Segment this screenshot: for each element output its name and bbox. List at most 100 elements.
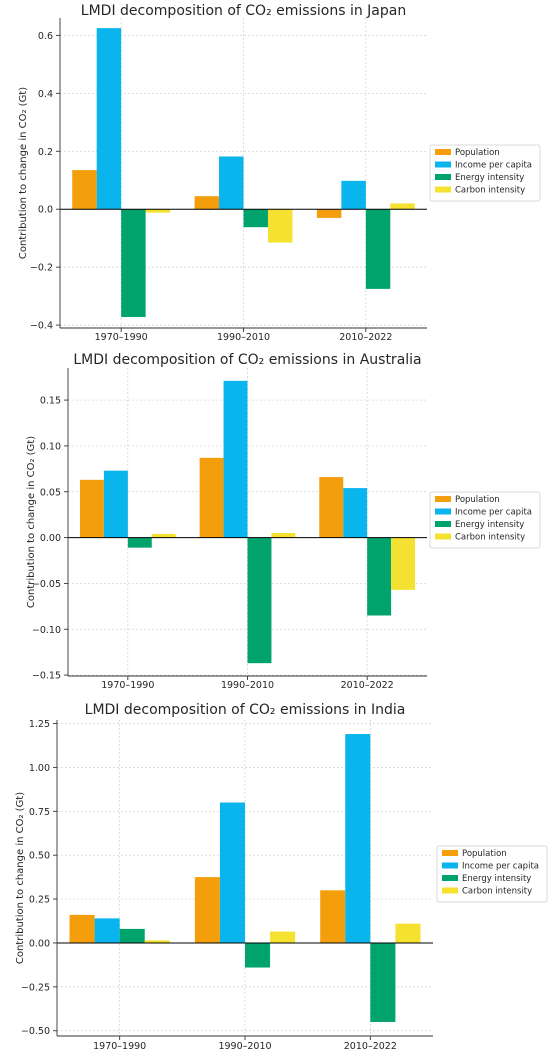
legend-box xyxy=(429,491,541,549)
legend: Population Income per capita Energy intens… xyxy=(429,491,541,549)
y-tick-label: −0.50 xyxy=(21,1026,50,1037)
bar-carbon-intensity-3 xyxy=(390,203,415,210)
bar-income-per-capita-3 xyxy=(345,734,371,943)
bar-population-2 xyxy=(194,196,220,210)
y-tick-label: 0.10 xyxy=(40,441,61,452)
x-tick-label: 1970–1990 xyxy=(101,680,154,690)
legend: Population Income per capita Energy intens… xyxy=(436,845,548,903)
bar-income-per-capita-2 xyxy=(223,380,248,538)
bar-population-3 xyxy=(319,477,344,538)
y-tick-label: 0.75 xyxy=(29,807,50,818)
legend: Population Income per capita Energy intens… xyxy=(429,144,541,202)
bar-carbon-intensity-2 xyxy=(270,931,296,943)
y-tick-label: −0.15 xyxy=(32,671,61,682)
chart-title: LMDI decomposition of CO₂ emissions in J… xyxy=(81,3,406,19)
y-tick-label: −0.05 xyxy=(32,579,61,590)
x-tick-label: 1970–1990 xyxy=(95,332,148,343)
australia-chart-panel: 0.15 0.10 0.05 0.00 −0.05 −0.10 −0.15 1970–1990… xyxy=(0,345,550,690)
y-tick-label: 0.15 xyxy=(40,396,61,407)
x-tick-label: 1990–2010 xyxy=(221,680,274,690)
bar-carbon-intensity-2 xyxy=(267,209,293,243)
legend-swatch-population xyxy=(442,850,458,856)
bar-income-per-capita-2 xyxy=(219,156,244,210)
bar-population-1 xyxy=(79,479,104,538)
bar-population-3 xyxy=(320,890,346,943)
bar-income-per-capita-1 xyxy=(103,470,128,538)
legend-label-carbon-intensity: Carbon intensity xyxy=(462,887,532,897)
legend-swatch-carbon-intensity xyxy=(442,887,458,894)
india-chart-svg: 1.25 1.00 0.75 0.50 0.25 0.00 −0.25 −0.50 1970–1… xyxy=(15,702,548,1052)
bar-energy-intensity-2 xyxy=(247,537,272,664)
bar-income-per-capita-3 xyxy=(343,488,368,538)
y-axis-label: Contribution to change in CO₂ (Gt) xyxy=(26,436,37,608)
legend-label-energy-intensity: Energy intensity xyxy=(455,520,524,530)
bar-energy-intensity-3 xyxy=(367,537,392,616)
y-tick-label: 1.25 xyxy=(29,719,50,730)
legend-label-income-per-capita: Income per capita xyxy=(455,508,532,518)
bar-carbon-intensity-2 xyxy=(271,533,296,538)
chart-title: LMDI decomposition of CO₂ emissions in I… xyxy=(85,702,406,718)
y-tick-label: 0.00 xyxy=(40,533,61,544)
y-axis-label: Contribution to change in CO₂ (Gt) xyxy=(15,792,26,964)
y-tick-label: 0.2 xyxy=(38,147,53,158)
japan-chart-panel: 0.6 0.4 0.2 0.0 −0.2 −0.4 1970–1990 1990–2010 20… xyxy=(0,0,550,345)
bar-energy-intensity-3 xyxy=(365,209,391,289)
y-tick-label: 0.50 xyxy=(29,851,50,862)
y-axis-label: Contribution to change in CO₂ (Gt) xyxy=(18,87,29,259)
y-tick-label: 1.00 xyxy=(29,763,50,774)
legend-label-energy-intensity: Energy intensity xyxy=(455,173,524,183)
bar-income-per-capita-1 xyxy=(96,28,122,210)
bar-carbon-intensity-1 xyxy=(151,533,176,538)
legend-label-carbon-intensity: Carbon intensity xyxy=(455,533,525,543)
legend-swatch-population xyxy=(435,496,451,502)
legend-label-carbon-intensity: Carbon intensity xyxy=(455,186,525,196)
legend-label-energy-intensity: Energy intensity xyxy=(462,874,531,884)
bar-income-per-capita-3 xyxy=(341,180,366,210)
legend-label-income-per-capita: Income per capita xyxy=(462,862,539,872)
legend-swatch-energy-intensity xyxy=(435,521,451,527)
x-tick-label: 2010–2022 xyxy=(339,332,392,343)
bar-carbon-intensity-1 xyxy=(144,940,170,943)
bar-energy-intensity-3 xyxy=(370,942,396,1022)
y-tick-label: −0.10 xyxy=(32,625,61,636)
y-tick-label: 0.25 xyxy=(29,895,50,906)
chart-title: LMDI decomposition of CO₂ emissions in A… xyxy=(73,352,421,368)
bar-population-1 xyxy=(72,170,97,210)
legend-label-population: Population xyxy=(455,148,500,158)
y-tick-label: 0.00 xyxy=(29,938,50,949)
legend-swatch-energy-intensity xyxy=(435,174,451,180)
bar-energy-intensity-2 xyxy=(245,942,271,968)
legend-swatch-income-per-capita xyxy=(435,161,451,168)
y-tick-label: 0.4 xyxy=(38,89,53,100)
x-tick-label: 1990–2010 xyxy=(217,332,270,343)
legend-swatch-income-per-capita xyxy=(435,508,451,515)
legend-label-population: Population xyxy=(462,849,507,859)
legend-box xyxy=(436,845,548,903)
y-tick-label: −0.25 xyxy=(21,982,50,993)
bar-carbon-intensity-3 xyxy=(391,537,416,590)
legend-label-income-per-capita: Income per capita xyxy=(455,161,532,171)
legend-swatch-carbon-intensity xyxy=(435,533,451,540)
legend-swatch-energy-intensity xyxy=(442,875,458,881)
bar-carbon-intensity-1 xyxy=(145,209,171,213)
y-tick-label: −0.4 xyxy=(30,321,53,332)
x-tick-label: 2010–2022 xyxy=(344,1041,397,1052)
bar-income-per-capita-2 xyxy=(219,802,245,943)
bar-carbon-intensity-3 xyxy=(395,923,421,943)
india-chart-panel: 1.25 1.00 0.75 0.50 0.25 0.00 −0.25 −0.50 1970–1… xyxy=(0,690,550,1060)
bar-population-1 xyxy=(69,914,95,943)
bar-population-3 xyxy=(316,209,342,218)
japan-chart-svg: 0.6 0.4 0.2 0.0 −0.2 −0.4 1970–1990 1990–2010 20… xyxy=(18,3,541,343)
bar-energy-intensity-1 xyxy=(119,928,145,943)
y-tick-label: −0.2 xyxy=(30,263,53,274)
x-tick-label: 1990–2010 xyxy=(218,1041,271,1052)
legend-label-population: Population xyxy=(455,495,500,505)
y-tick-label: 0.05 xyxy=(40,487,61,498)
legend-swatch-carbon-intensity xyxy=(435,186,451,193)
legend-box xyxy=(429,144,541,202)
legend-swatch-population xyxy=(435,149,451,155)
bar-energy-intensity-1 xyxy=(121,209,146,317)
bar-population-2 xyxy=(199,457,224,538)
x-tick-label: 2010–2022 xyxy=(341,680,394,690)
australia-chart-svg: 0.15 0.10 0.05 0.00 −0.05 −0.10 −0.15 1970–1990… xyxy=(26,352,541,690)
